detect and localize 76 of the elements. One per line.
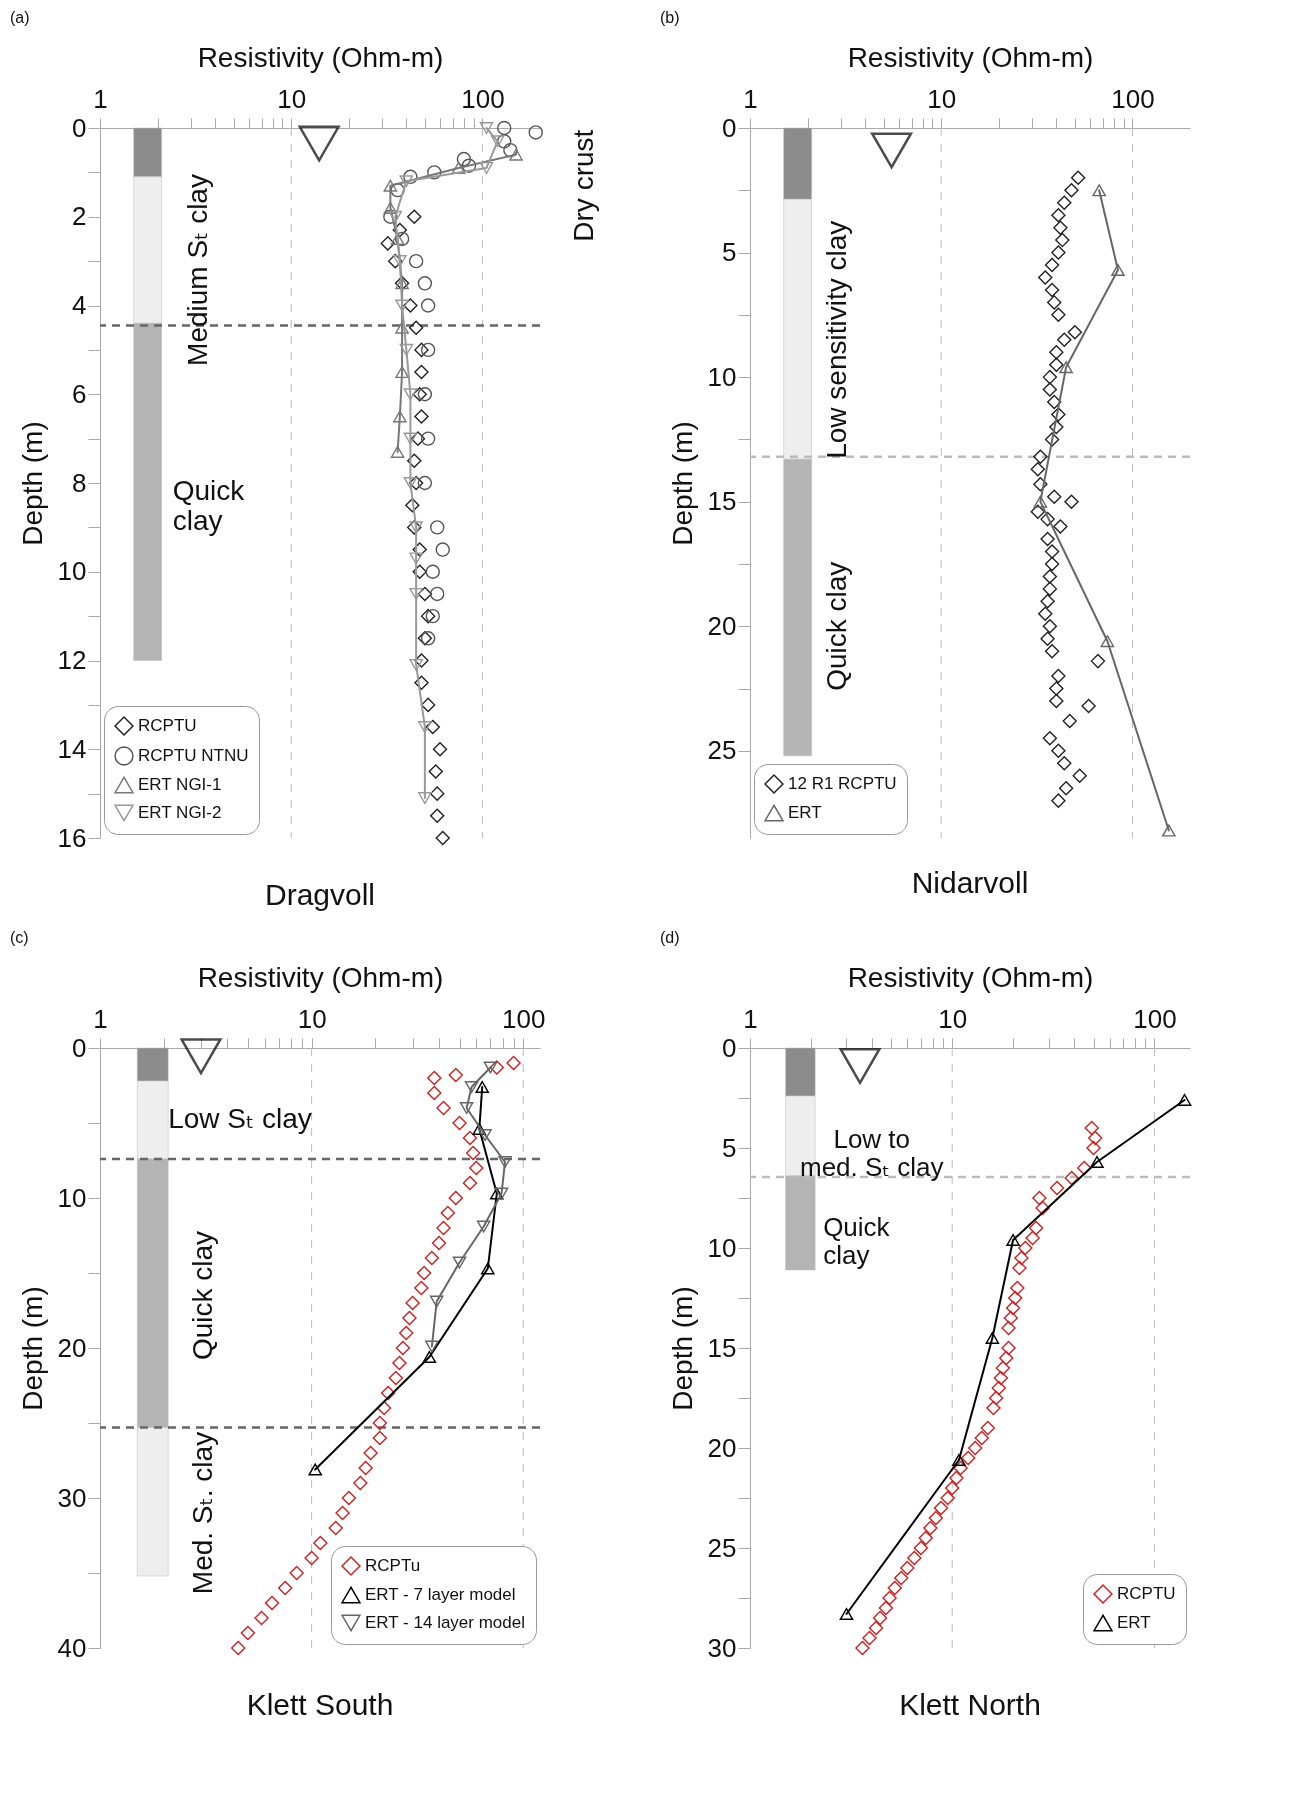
annotation: Quick clay: [823, 1212, 891, 1270]
text: Dry crust: [568, 129, 599, 242]
annotation: Low sensitivity clay: [821, 220, 853, 459]
text: Nidarvoll: [911, 865, 1029, 899]
y-tick-label: 20: [707, 610, 737, 641]
text: Dragvoll: [264, 878, 376, 911]
x-tick-label: 10: [938, 1003, 968, 1034]
annotation: Quick clay: [821, 561, 853, 691]
x-axis-title: Resistivity (Ohm-m): [847, 41, 1094, 73]
y-tick-label: 10: [707, 361, 737, 392]
legend-label: 12 R1 RCPTU: [788, 774, 897, 793]
y-tick-label: 5: [722, 237, 737, 268]
legend-label: ERT: [788, 803, 822, 822]
y-tick-label: 4: [72, 290, 87, 320]
y-axis-title: Depth (m): [16, 421, 48, 546]
y-tick-label: 0: [72, 112, 87, 143]
x-tick-label: 1: [743, 83, 758, 114]
y-tick-label: 2: [72, 201, 87, 232]
text: Klett South: [246, 1688, 394, 1721]
y-tick-label: 10: [707, 1232, 737, 1263]
y-axis-title: Depth (m): [16, 1286, 48, 1411]
x-tick-label: 1: [743, 1003, 758, 1034]
y-tick-label: 25: [707, 735, 737, 766]
legend-label: RCPTU NTNU: [138, 746, 249, 765]
y-axis-title: Depth (m): [666, 1286, 698, 1411]
x-tick-label: 10: [927, 83, 957, 114]
x-axis-title: Resistivity (Ohm-m): [197, 961, 444, 993]
x-tick-label: 100: [1111, 83, 1155, 114]
legend-label: ERT NGI-2: [138, 803, 222, 822]
y-tick-label: 5: [722, 1132, 737, 1163]
legend-label: RCPTu: [365, 1556, 421, 1575]
legend-label: RCPTU: [1117, 1584, 1176, 1603]
text: (a): [10, 9, 30, 26]
y-tick-label: 6: [72, 378, 87, 409]
y-tick-label: 40: [57, 1632, 87, 1663]
legend-label: ERT NGI-1: [138, 775, 222, 794]
y-tick-label: 10: [57, 1182, 87, 1213]
annotation: Low Sₜ clay: [168, 1103, 312, 1134]
annotation: Quick clay: [172, 474, 246, 536]
y-tick-label: 30: [57, 1482, 87, 1513]
y-tick-label: 25: [707, 1532, 737, 1563]
x-axis-title: Resistivity (Ohm-m): [847, 961, 1094, 993]
legend-label: RCPTU: [138, 716, 197, 735]
y-tick-label: 8: [72, 467, 87, 498]
y-tick-label: 20: [707, 1432, 737, 1463]
text: (b): [660, 9, 680, 26]
x-tick-label: 100: [1133, 1003, 1177, 1034]
text: Klett North: [899, 1688, 1041, 1721]
legend-label: ERT - 7 layer model: [365, 1585, 516, 1604]
annotation: Low to med. Sₜ clay: [799, 1124, 944, 1182]
text: (d): [660, 929, 680, 946]
y-tick-label: 15: [707, 1332, 737, 1363]
legend-label: ERT: [1117, 1613, 1151, 1632]
x-tick-label: 100: [502, 1003, 546, 1034]
y-axis-title: Depth (m): [666, 421, 698, 546]
y-tick-label: 0: [722, 112, 737, 143]
y-tick-label: 0: [722, 1032, 737, 1063]
annotation: Medium Sₜ clay: [182, 174, 214, 366]
y-tick-label: 15: [707, 486, 737, 517]
y-tick-label: 14: [57, 733, 87, 764]
legend-label: ERT - 14 layer model: [365, 1613, 525, 1632]
y-tick-label: 30: [707, 1632, 737, 1663]
x-tick-label: 1: [93, 83, 108, 114]
x-tick-label: 10: [297, 1003, 327, 1034]
x-axis-title: Resistivity (Ohm-m): [197, 41, 444, 73]
y-tick-label: 20: [57, 1332, 87, 1363]
x-tick-label: 1: [93, 1003, 108, 1034]
x-tick-label: 100: [461, 83, 505, 114]
y-tick-label: 10: [57, 556, 87, 587]
x-tick-label: 10: [277, 83, 307, 114]
y-tick-label: 16: [57, 822, 87, 853]
y-tick-label: 0: [72, 1032, 87, 1063]
annotation: Quick clay: [186, 1230, 218, 1361]
y-tick-label: 12: [57, 645, 87, 675]
annotation: Med. Sₜ. clay: [186, 1431, 218, 1595]
text: (c): [10, 929, 29, 946]
